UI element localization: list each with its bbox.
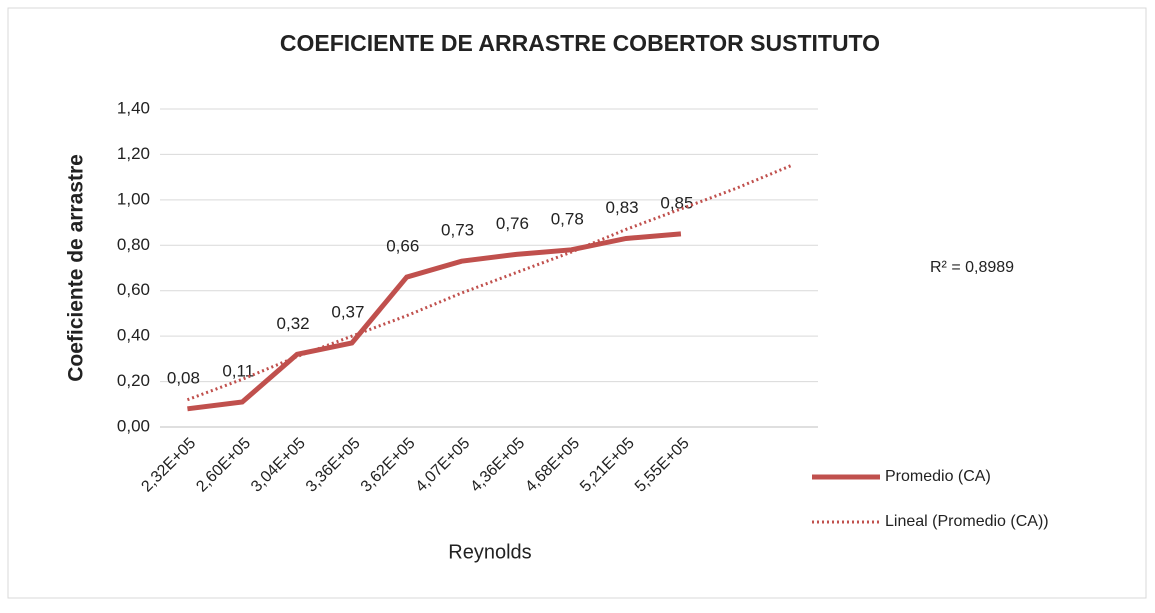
data-label: 0,73 bbox=[441, 221, 474, 240]
chart-border bbox=[7, 7, 1147, 599]
data-line bbox=[187, 231, 682, 412]
data-label: 0,11 bbox=[222, 361, 254, 380]
y-tick-label: 1,20 bbox=[117, 144, 150, 163]
x-axis-label: Reynolds bbox=[448, 541, 531, 563]
y-axis-label: Coeficiente de arrastre bbox=[65, 154, 88, 382]
data-label: 0,37 bbox=[331, 302, 364, 321]
y-tick-label: 1,00 bbox=[117, 189, 150, 208]
y-tick-label: 0,00 bbox=[117, 416, 150, 435]
legend-label: Promedio (CA) bbox=[885, 468, 991, 485]
y-tick-label: 1,40 bbox=[117, 98, 150, 117]
legend-label: Lineal (Promedio (CA)) bbox=[885, 513, 1049, 530]
y-tick-label: 0,40 bbox=[117, 326, 150, 345]
y-tick-label: 0,20 bbox=[117, 371, 150, 390]
data-label: 0,83 bbox=[606, 198, 639, 217]
data-label: 0,66 bbox=[386, 237, 419, 256]
chart-title: COEFICIENTE DE ARRASTRE COBERTOR SUSTITU… bbox=[280, 30, 880, 56]
data-label: 0,08 bbox=[167, 368, 200, 387]
y-tick-label: 0,80 bbox=[117, 235, 150, 254]
data-label: 0,85 bbox=[660, 193, 693, 212]
y-tick-label: 0,60 bbox=[117, 280, 150, 299]
r-squared: R² = 0,8989 bbox=[930, 259, 1014, 276]
data-label: 0,76 bbox=[496, 214, 529, 233]
data-label: 0,32 bbox=[277, 314, 310, 333]
data-label: 0,78 bbox=[551, 209, 584, 228]
